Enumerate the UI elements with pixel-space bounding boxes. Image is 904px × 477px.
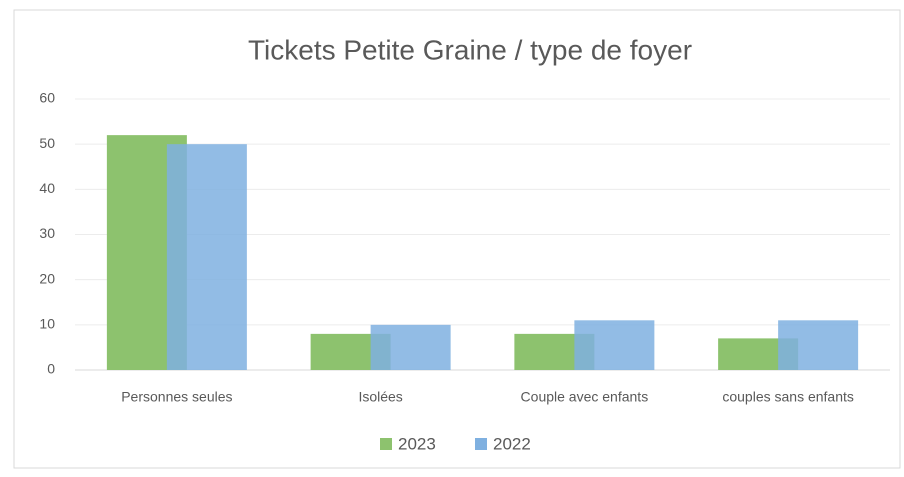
legend-label: 2022 (493, 434, 531, 453)
x-tick-label: Personnes seules (121, 389, 232, 405)
y-tick-label: 0 (47, 361, 55, 377)
bar (574, 320, 655, 370)
x-tick-label: Isolées (358, 389, 402, 405)
y-tick-label: 20 (39, 270, 55, 286)
bar (370, 324, 451, 370)
x-tick-label: Couple avec enfants (521, 389, 649, 405)
x-tick-label: couples sans enfants (722, 389, 854, 405)
legend-swatch (475, 438, 487, 450)
y-tick-label: 60 (39, 90, 55, 106)
legend-label: 2023 (398, 434, 436, 453)
bar (778, 320, 859, 370)
y-tick-label: 40 (39, 180, 55, 196)
y-tick-label: 50 (39, 135, 55, 151)
legend-swatch (380, 438, 392, 450)
chart-title: Tickets Petite Graine / type de foyer (248, 34, 692, 65)
bar (166, 144, 247, 370)
y-tick-label: 10 (39, 316, 55, 332)
y-tick-label: 30 (39, 225, 55, 241)
